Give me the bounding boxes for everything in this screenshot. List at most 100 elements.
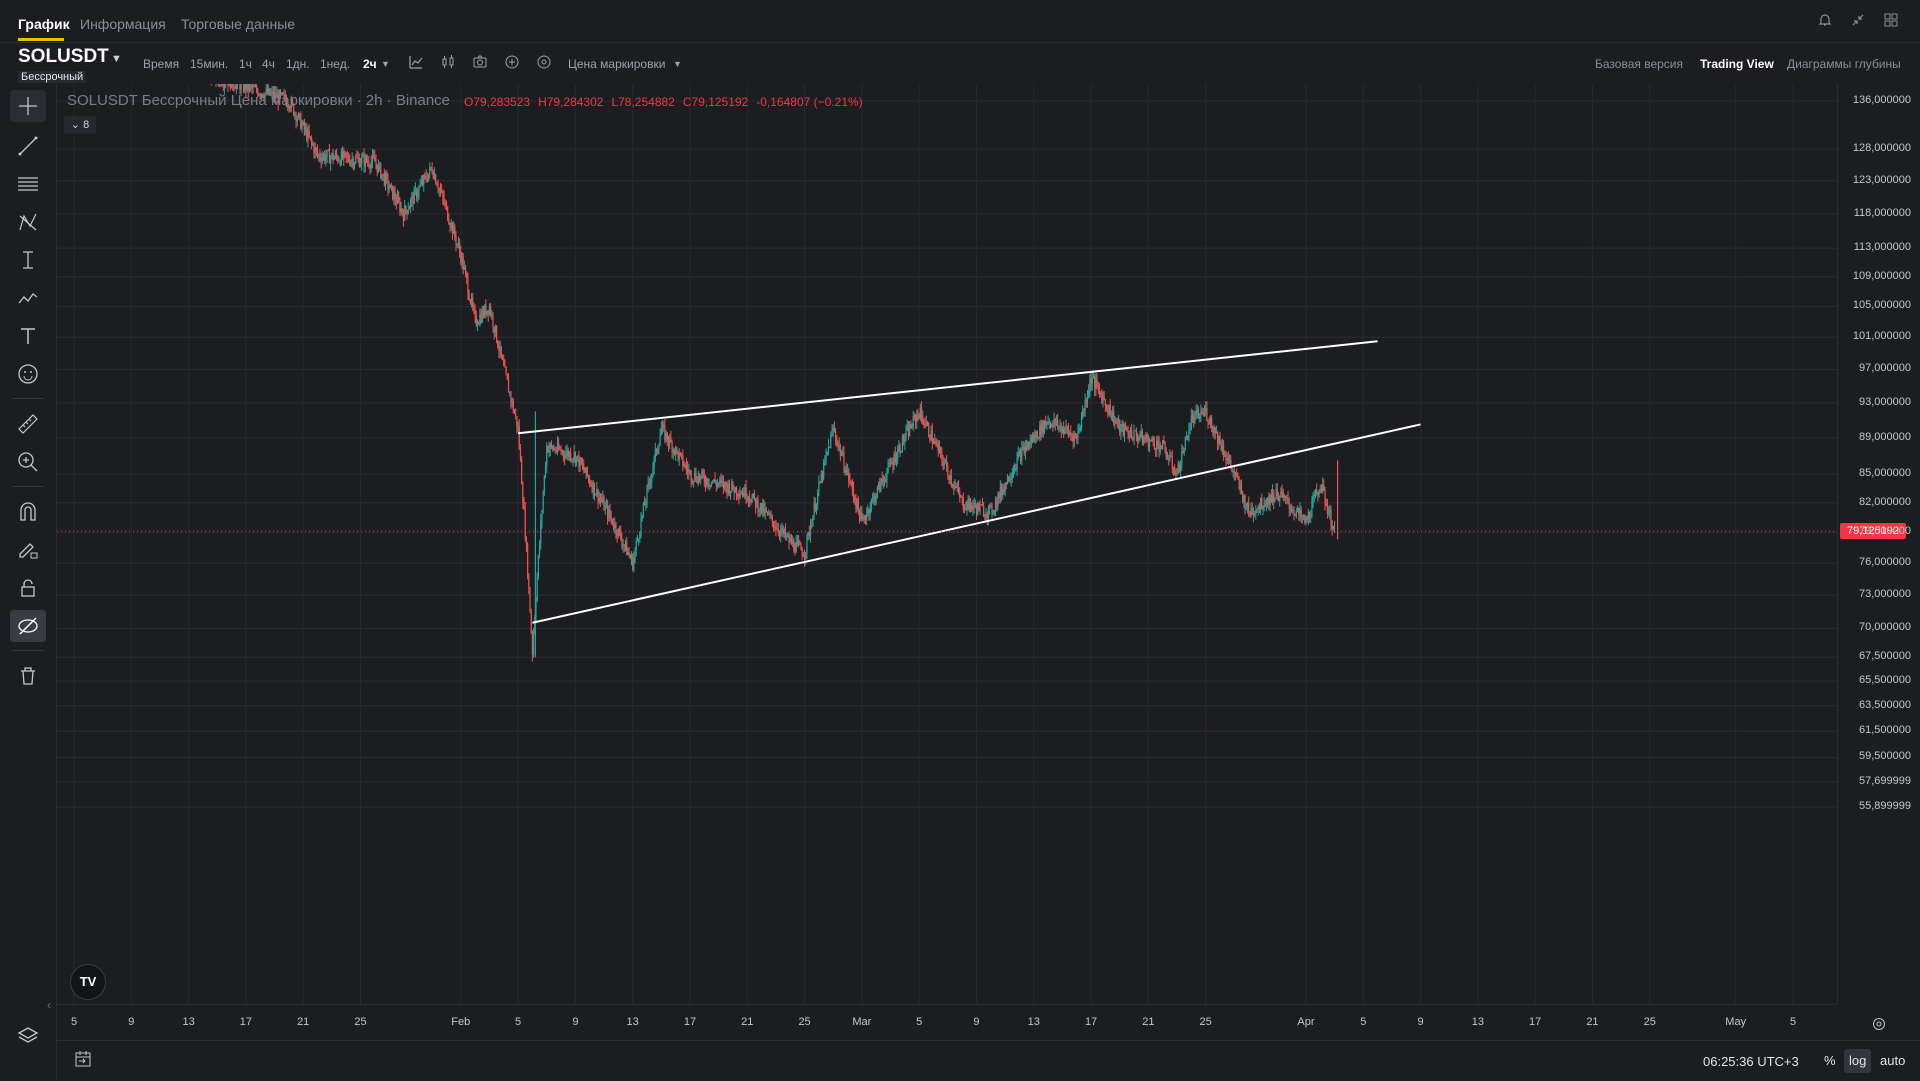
candlestick-chart-svg[interactable] <box>57 84 1837 1004</box>
view-depth-chart[interactable]: Диаграммы глубины <box>1787 57 1901 71</box>
collapse-toolbar-icon[interactable]: ‹ <box>47 998 51 1012</box>
candle-body <box>1008 476 1009 481</box>
view-tradingview[interactable]: Trading View <box>1700 57 1774 71</box>
candle-body <box>255 86 256 87</box>
candle-body <box>447 207 448 220</box>
camera-icon[interactable] <box>472 54 488 70</box>
candle-body <box>634 550 635 558</box>
candle-body <box>482 310 483 322</box>
brush-icon[interactable] <box>10 282 46 314</box>
chevron-down-icon[interactable]: ▼ <box>111 53 122 65</box>
candle-body <box>1203 413 1204 414</box>
candle-body <box>1118 420 1119 424</box>
candle-body <box>806 535 807 551</box>
measure-icon[interactable] <box>10 244 46 276</box>
candle-body <box>381 174 382 178</box>
tradingview-logo-icon[interactable]: TV <box>70 964 106 1000</box>
shrink-icon[interactable] <box>1849 12 1867 30</box>
candle-body <box>722 481 723 482</box>
candle-body <box>574 452 575 458</box>
candle-body <box>546 446 547 466</box>
interval-2h[interactable]: 2ч <box>363 57 377 71</box>
candle-body <box>1324 491 1325 504</box>
price-source-caret-icon[interactable]: ▼ <box>673 59 682 69</box>
hide-drawings-icon[interactable] <box>10 610 46 642</box>
candle-body <box>1059 425 1060 426</box>
auto-scale-button[interactable]: auto <box>1875 1049 1910 1073</box>
symbol-name[interactable]: SOLUSDT <box>18 46 109 68</box>
settings-circle-icon[interactable] <box>536 54 552 70</box>
emoji-icon[interactable] <box>10 358 46 390</box>
clock-display[interactable]: 06:25:36 UTC+3 <box>1703 1054 1799 1069</box>
tab-chart[interactable]: График <box>18 16 70 32</box>
candle-body <box>435 175 436 184</box>
candle-body <box>460 252 461 262</box>
candle-body <box>938 444 939 452</box>
candle-body <box>774 527 775 528</box>
candle-body <box>1062 428 1063 432</box>
candle-body <box>449 224 450 227</box>
interval-4h[interactable]: 4ч <box>262 57 275 71</box>
trend-line-icon[interactable] <box>10 130 46 162</box>
candle-body <box>1327 504 1328 514</box>
indicators-icon[interactable] <box>408 54 424 70</box>
candle-body <box>383 174 384 175</box>
ruler-icon[interactable] <box>10 408 46 440</box>
candle-body <box>344 151 345 152</box>
crosshair-icon[interactable] <box>10 90 46 122</box>
candle-body <box>386 174 387 177</box>
percent-scale-button[interactable]: % <box>1819 1049 1841 1073</box>
view-basic[interactable]: Базовая версия <box>1595 57 1683 71</box>
gear-icon[interactable] <box>1870 1016 1888 1034</box>
interval-1h[interactable]: 1ч <box>239 57 252 71</box>
bell-icon[interactable] <box>1816 12 1834 30</box>
indicators-toggle[interactable]: ⌄ 8 <box>64 116 96 134</box>
parallel-lines-icon[interactable] <box>10 168 46 200</box>
zoom-in-icon[interactable] <box>10 446 46 478</box>
candle-body <box>724 482 725 488</box>
candle-body <box>759 511 760 513</box>
candle-body <box>1299 509 1300 513</box>
candle-body <box>476 316 477 325</box>
candle-body <box>602 498 603 502</box>
pattern-icon[interactable] <box>10 206 46 238</box>
candle-type-icon[interactable] <box>440 54 456 70</box>
candle-body <box>374 157 375 161</box>
log-scale-button[interactable]: log <box>1844 1049 1871 1073</box>
candle-body <box>619 528 620 531</box>
text-icon[interactable] <box>10 320 46 352</box>
tab-info[interactable]: Информация <box>80 16 166 32</box>
candle-body <box>1198 410 1199 418</box>
price-source-select[interactable]: Цена маркировки <box>568 57 665 71</box>
layers-icon[interactable] <box>10 1020 46 1052</box>
magnet-icon[interactable] <box>10 496 46 528</box>
candle-body <box>847 470 848 471</box>
interval-15m[interactable]: 15мин. <box>190 57 228 71</box>
candle-body <box>1083 409 1084 410</box>
plus-circle-icon[interactable] <box>504 54 520 70</box>
interval-caret-icon[interactable]: ▼ <box>381 59 390 69</box>
candle-body <box>792 541 793 544</box>
interval-1d[interactable]: 1дн. <box>286 57 310 71</box>
calendar-goto-icon[interactable] <box>74 1050 92 1073</box>
candle-body <box>760 503 761 510</box>
lock-pencil-icon[interactable] <box>10 534 46 566</box>
candle-body <box>1061 425 1062 432</box>
candle-body <box>951 475 952 483</box>
candle-body <box>957 487 958 488</box>
tab-trading-data[interactable]: Торговые данные <box>181 16 295 32</box>
price-chart[interactable] <box>57 84 1837 1004</box>
candle-body <box>402 209 403 214</box>
time-label: 5 <box>1790 1016 1796 1028</box>
candle-body <box>654 456 655 467</box>
lock-icon[interactable] <box>10 572 46 604</box>
interval-1w[interactable]: 1нед. <box>320 57 350 71</box>
candle-body <box>446 204 447 207</box>
trash-icon[interactable] <box>10 660 46 692</box>
candle-body <box>315 148 316 154</box>
candle-body <box>979 504 980 511</box>
interval-time[interactable]: Время <box>143 57 179 71</box>
layout-icon[interactable] <box>1882 12 1900 30</box>
